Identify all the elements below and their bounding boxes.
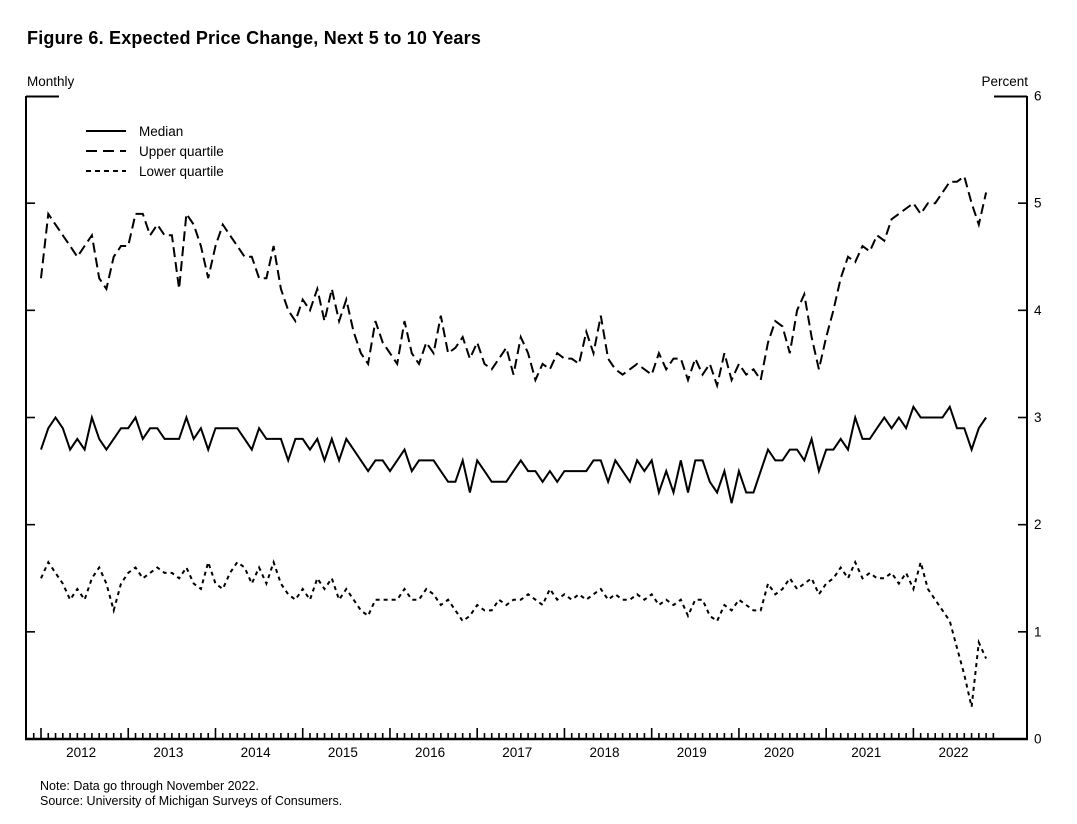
legend-label: Median	[139, 123, 184, 139]
svg-text:6: 6	[1034, 89, 1042, 104]
legend-item-upper-quartile: Upper quartile	[86, 141, 224, 161]
svg-text:3: 3	[1034, 410, 1042, 425]
chart-legend: Median Upper quartile Lower quartile	[86, 121, 224, 181]
svg-text:2012: 2012	[66, 745, 96, 760]
series-line-lower-quartile	[40, 558, 988, 708]
series-line-upper-quartile	[40, 174, 988, 390]
figure-notes: Note: Data go through November 2022. Sou…	[40, 779, 342, 809]
svg-text:2019: 2019	[677, 745, 707, 760]
note-text: Note: Data go through November 2022.	[40, 779, 259, 793]
svg-text:1: 1	[1034, 624, 1042, 639]
y-axis-unit-label: Percent	[981, 74, 1028, 89]
figure-title: Figure 6. Expected Price Change, Next 5 …	[27, 28, 482, 48]
legend-item-lower-quartile: Lower quartile	[86, 161, 224, 181]
frequency-label: Monthly	[27, 74, 75, 89]
lower-quartile-line-swatch	[86, 170, 126, 172]
svg-text:2022: 2022	[938, 745, 968, 760]
legend-label: Upper quartile	[139, 143, 224, 159]
svg-text:2017: 2017	[502, 745, 532, 760]
svg-text:2: 2	[1034, 517, 1042, 532]
upper-quartile-line-swatch	[86, 150, 126, 152]
svg-text:2014: 2014	[241, 745, 272, 760]
svg-text:5: 5	[1034, 196, 1042, 211]
svg-text:2021: 2021	[851, 745, 881, 760]
svg-text:2020: 2020	[764, 745, 794, 760]
median-line-swatch	[86, 130, 126, 132]
series-line-median	[40, 404, 987, 504]
source-text: Source: University of Michigan Surveys o…	[40, 794, 343, 808]
svg-text:2018: 2018	[590, 745, 620, 760]
svg-text:2013: 2013	[153, 745, 183, 760]
svg-text:0: 0	[1034, 732, 1042, 747]
legend-label: Lower quartile	[139, 163, 224, 179]
legend-item-median: Median	[86, 121, 224, 141]
svg-text:4: 4	[1034, 303, 1042, 318]
svg-text:2016: 2016	[415, 745, 445, 760]
svg-text:2015: 2015	[328, 745, 358, 760]
